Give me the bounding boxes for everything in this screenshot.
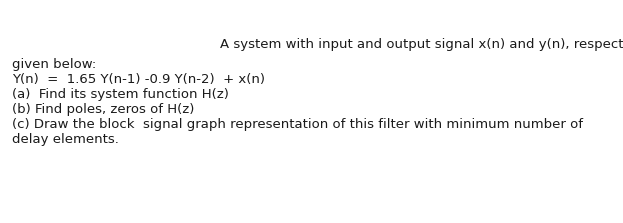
Text: (c) Draw the block  signal graph representation of this filter with minimum numb: (c) Draw the block signal graph represen… bbox=[12, 118, 583, 131]
Text: Y(n)  =  1.65 Y(n-1) -0.9 Y(n-2)  + x(n): Y(n) = 1.65 Y(n-1) -0.9 Y(n-2) + x(n) bbox=[12, 73, 265, 86]
Text: (a)  Find its system function H(z): (a) Find its system function H(z) bbox=[12, 88, 229, 101]
Text: delay elements.: delay elements. bbox=[12, 133, 119, 146]
Text: (b) Find poles, zeros of H(z): (b) Find poles, zeros of H(z) bbox=[12, 103, 194, 116]
Text: A system with input and output signal x(n) and y(n), respectively, is: A system with input and output signal x(… bbox=[220, 38, 623, 51]
Text: given below:: given below: bbox=[12, 58, 96, 71]
